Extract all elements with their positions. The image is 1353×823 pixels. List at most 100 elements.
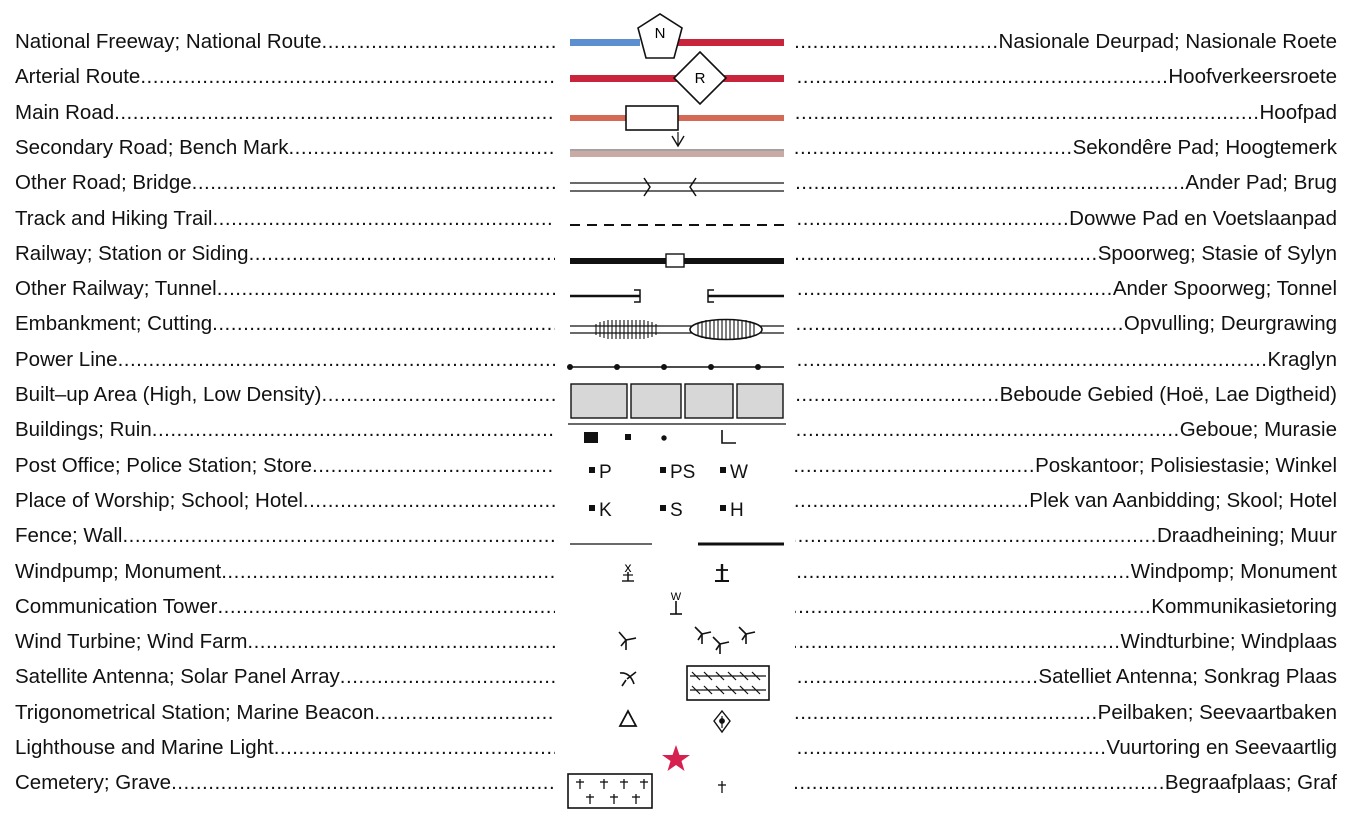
legend-label-afrikaans: ........................................… [795, 378, 1337, 412]
legend-label-afrikaans: ........................................… [795, 272, 1337, 306]
power-line-icon [567, 364, 784, 370]
leader-dots: ........................................… [217, 594, 555, 618]
leader-dots: ........................................… [248, 241, 555, 265]
english-term: Other Railway; Tunnel [15, 277, 217, 301]
leader-dots: ........................................… [122, 524, 555, 548]
afrikaans-term: Geboue; Murasie [1179, 418, 1337, 442]
legend-label-afrikaans: ........................................… [795, 343, 1337, 377]
windpump-x: x [625, 559, 632, 575]
lighthouse-icon [662, 745, 690, 771]
leader-dots: ........................................… [302, 488, 555, 512]
afrikaans-term: Windturbine; Windplaas [1120, 630, 1338, 654]
english-term: Lighthouse and Marine Light [15, 736, 274, 759]
afrikaans-term: Beboude Gebied (Hoë, Lae Digtheid) [999, 383, 1337, 406]
english-term: Place of Worship; School; Hotel [15, 488, 303, 512]
afrikaans-term: Satelliet Antenna; Sonkrag Plaas [1038, 665, 1337, 689]
windpump-monument-icon: x [622, 559, 729, 582]
legend-label-afrikaans: ........................................… [795, 449, 1337, 483]
legend-label-english: Place of Worship; School; Hotel.........… [15, 484, 555, 518]
english-term: Secondary Road; Bench Mark [15, 135, 289, 159]
legend-row: Other Road; Bridge......................… [0, 166, 1353, 200]
leader-dots: ........................................… [795, 135, 1073, 159]
afrikaans-term: Hoofverkeersroete [1168, 65, 1337, 89]
english-term: Track and Hiking Trail [15, 206, 213, 230]
leader-dots: ........................................… [795, 630, 1121, 654]
legend-label-english: Other Road; Bridge......................… [15, 166, 555, 200]
afrikaans-term: Sekondêre Pad; Hoogtemerk [1072, 135, 1337, 159]
legend-label-english: Other Railway; Tunnel...................… [15, 272, 555, 306]
afrikaans-term: Begraafplaas; Graf [1164, 771, 1337, 795]
legend-row: Cemetery; Grave.........................… [0, 766, 1353, 800]
national-route-label: N [655, 25, 666, 42]
legend-row: Main Road...............................… [0, 96, 1353, 130]
legend-label-afrikaans: ........................................… [795, 625, 1337, 659]
leader-dots: ........................................… [795, 206, 1070, 230]
english-term: Communication Tower [15, 594, 218, 618]
legend-label-afrikaans: ........................................… [795, 131, 1337, 165]
afrikaans-term: Opvulling; Deurgrawing [1123, 312, 1337, 336]
afrikaans-term: Kraglyn [1267, 347, 1337, 371]
leader-dots: ........................................… [795, 524, 1157, 548]
afrikaans-term: Vuurtoring en Seevaartlig [1106, 736, 1337, 759]
leader-dots: ........................................… [795, 312, 1124, 336]
legend-label-afrikaans: ........................................… [795, 413, 1337, 447]
tower-w: W [671, 591, 682, 603]
freeway-route-icon: N [570, 13, 784, 59]
store-label: W [730, 462, 748, 483]
legend-row: Railway; Station or Siding..............… [0, 237, 1353, 271]
afrikaans-term: Windpomp; Monument [1130, 559, 1337, 583]
afrikaans-term: Kommunikasietoring [1151, 594, 1337, 618]
legend-label-afrikaans: ........................................… [795, 25, 1337, 59]
afrikaans-term: Hoofpad [1259, 100, 1337, 124]
afrikaans-term: Dowwe Pad en Voetslaanpad [1069, 206, 1337, 230]
cemetery-grave-icon [567, 773, 726, 809]
legend-row: Windpump; Monument......................… [0, 555, 1353, 589]
post-office-label: P [599, 462, 612, 483]
english-term: Buildings; Ruin [15, 418, 152, 442]
wind-turbine-farm-icon [618, 626, 756, 654]
worship-school-hotel-icon: K S H [589, 500, 744, 521]
legend-label-english: Cemetery; Grave.........................… [15, 766, 555, 800]
legend-label-english: Wind Turbine; Wind Farm.................… [15, 625, 555, 659]
leader-dots: ........................................… [151, 418, 555, 442]
legend-row: Other Railway; Tunnel...................… [0, 272, 1353, 306]
leader-dots: ........................................… [795, 277, 1113, 301]
afrikaans-term: Nasionale Deurpad; Nasionale Roete [998, 30, 1337, 53]
afrikaans-term: Draadheining; Muur [1156, 524, 1337, 548]
legend-row: Buildings; Ruin.........................… [0, 413, 1353, 447]
legend-row: Satellite Antenna; Solar Panel Array....… [0, 660, 1353, 694]
legend-row: Wind Turbine; Wind Farm.................… [0, 625, 1353, 659]
english-term: Built–up Area (High, Low Density) [15, 383, 322, 406]
leader-dots: ........................................… [795, 700, 1098, 724]
legend-label-afrikaans: ........................................… [795, 307, 1337, 341]
buildings-ruin-icon [584, 430, 736, 444]
leader-dots: ........................................… [795, 171, 1186, 195]
leader-dots: ........................................… [212, 312, 555, 336]
leader-dots: ........................................… [795, 488, 1030, 512]
leader-dots: ........................................… [374, 700, 555, 724]
leader-dots: ........................................… [247, 630, 555, 654]
arterial-route-icon: R [570, 50, 784, 106]
legend-symbols: N R [560, 0, 790, 823]
afrikaans-term: Spoorweg; Stasie of Sylyn [1097, 241, 1337, 265]
afrikaans-term: Ander Spoorweg; Tonnel [1112, 277, 1337, 301]
leader-dots: ........................................… [795, 771, 1165, 795]
main-road-icon [570, 105, 784, 131]
legend-label-english: Track and Hiking Trail..................… [15, 202, 555, 236]
legend-label-english: Embankment; Cutting.....................… [15, 307, 555, 341]
legend-row: Track and Hiking Trail..................… [0, 202, 1353, 236]
legend-label-english: National Freeway; National Route........… [15, 25, 555, 59]
legend-row: Trigonometrical Station; Marine Beacon..… [0, 696, 1353, 730]
legend-label-afrikaans: ........................................… [795, 237, 1337, 271]
legend-label-english: Buildings; Ruin.........................… [15, 413, 555, 447]
legend-row: Post Office; Police Station; Store......… [0, 449, 1353, 483]
leader-dots: ........................................… [114, 100, 555, 124]
embankment-cutting-icon [570, 318, 784, 341]
leader-dots: ........................................… [312, 453, 555, 477]
secondary-road-benchmark-icon [570, 132, 784, 157]
english-term: Cemetery; Grave [15, 771, 172, 795]
english-term: Embankment; Cutting [15, 312, 213, 336]
leader-dots: ........................................… [171, 771, 555, 795]
legend-row: Place of Worship; School; Hotel.........… [0, 484, 1353, 518]
leader-dots: ........................................… [117, 347, 555, 371]
